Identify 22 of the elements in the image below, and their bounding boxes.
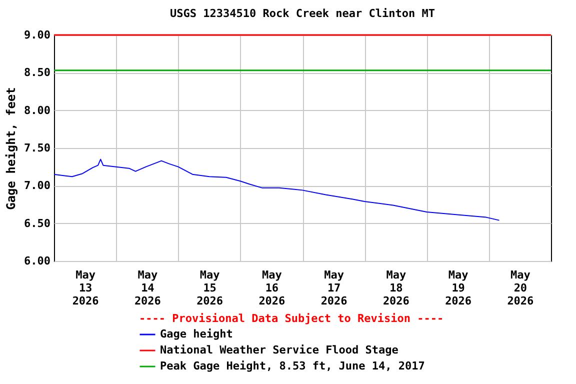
chart-title: USGS 12334510 Rock Creek near Clinton MT [170, 7, 436, 20]
legend-label: Peak Gage Height, 8.53 ft, June 14, 2017 [160, 360, 425, 372]
y-axis-title: Gage height, feet [4, 87, 18, 210]
x-tick-label: May 18 2026 [382, 268, 410, 308]
x-tick-label: May 20 2026 [507, 268, 534, 308]
x-tick-label: May 16 2026 [258, 268, 286, 308]
y-tick-label: 7.50 [24, 142, 50, 154]
x-tick-label: May 19 2026 [445, 268, 472, 308]
y-tick-label: 8.50 [24, 66, 50, 80]
x-tick-label: May 14 2026 [134, 268, 162, 308]
y-tick-label: 7.00 [24, 179, 50, 192]
y-tick-label: 6.50 [24, 216, 50, 230]
legend-label: Gage height [160, 328, 233, 340]
x-tick-label: May 15 2026 [196, 268, 224, 308]
x-tick-label: May 13 2026 [72, 268, 100, 308]
line-series [54, 158, 500, 221]
y-tick-label: 6.00 [24, 254, 50, 268]
x-tick-label: May 17 2026 [320, 268, 348, 308]
y-tick-label: 9.00 [24, 28, 50, 42]
legend-label: National Weather Service Flood Stage [160, 344, 399, 356]
y-tick-label: 8.00 [24, 104, 50, 117]
text: ---- Provisional Data Subject to Revision ---- [139, 312, 444, 325]
